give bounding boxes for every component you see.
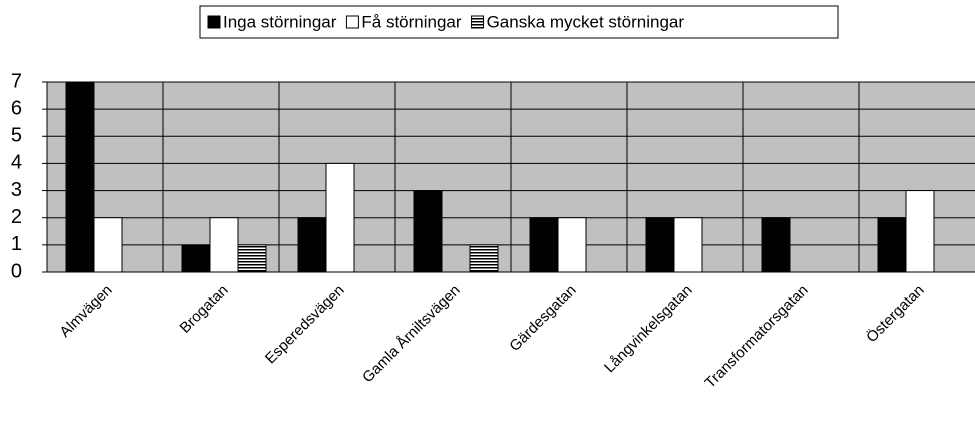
- bar: [877, 217, 907, 273]
- x-tick-label: Gamla Årniltsvägen: [359, 282, 464, 387]
- x-tick-label: Transformatorsgatan: [702, 282, 812, 392]
- y-tick-label: 6: [11, 97, 22, 119]
- legend-swatch: [345, 15, 359, 29]
- x-tick-label: Brogatan: [177, 282, 232, 337]
- bar: [237, 244, 267, 273]
- bar: [325, 162, 355, 273]
- bar: [761, 217, 791, 273]
- bar: [93, 217, 123, 273]
- bar: [905, 190, 935, 273]
- bar: [413, 190, 443, 273]
- bar: [297, 217, 327, 273]
- legend-label: Ganska mycket störningar: [487, 12, 685, 31]
- y-tick-label: 5: [11, 125, 22, 147]
- y-tick-label: 3: [11, 179, 22, 201]
- legend-label: Inga störningar: [223, 12, 337, 31]
- legend-swatch: [207, 15, 221, 29]
- x-tick-label: Esperedsvägen: [262, 282, 348, 368]
- x-tick-label: Almvägen: [56, 282, 115, 341]
- bar: [181, 244, 211, 273]
- x-tick-label: Gärdesgatan: [506, 282, 579, 355]
- legend-label: Få störningar: [361, 12, 461, 31]
- y-tick-label: 7: [11, 70, 22, 92]
- bar: [673, 217, 703, 273]
- y-tick-label: 2: [11, 206, 22, 228]
- bar: [469, 244, 499, 273]
- y-tick-label: 0: [11, 260, 22, 282]
- legend-box: [199, 5, 839, 39]
- bar: [557, 217, 587, 273]
- legend-swatch: [471, 15, 485, 29]
- bar: [645, 217, 675, 273]
- x-tick-label: Östergatan: [862, 281, 927, 346]
- x-tick-label: Långvinkelsgatan: [601, 282, 696, 377]
- bar: [209, 217, 239, 273]
- bar: [529, 217, 559, 273]
- y-tick-label: 4: [11, 152, 22, 174]
- bar: [65, 81, 95, 273]
- y-tick-label: 1: [11, 233, 22, 255]
